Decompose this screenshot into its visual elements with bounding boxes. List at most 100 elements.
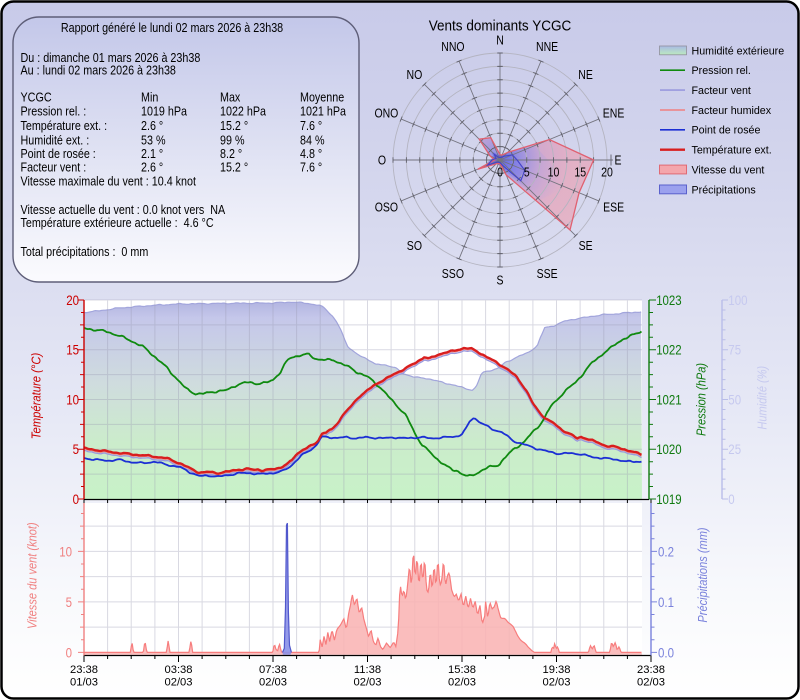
svg-text:Température (°C): Température (°C) [29,353,44,440]
svg-text:10: 10 [548,165,560,179]
svg-text:Moyenne: Moyenne [300,89,344,104]
svg-text:Au : lundi 02 mars 2026 à 23h3: Au : lundi 02 mars 2026 à 23h38 [21,63,176,78]
svg-text:84 %: 84 % [300,132,325,147]
svg-text:2.1 °: 2.1 ° [141,146,163,161]
svg-text:1022 hPa: 1022 hPa [220,104,267,119]
svg-text:E: E [615,154,622,168]
svg-text:Min: Min [141,89,158,104]
svg-text:Total précipitations : 0 mm: Total précipitations : 0 mm [21,244,149,259]
svg-text:NO: NO [407,68,423,82]
svg-text:ENE: ENE [603,107,625,121]
svg-text:5: 5 [66,595,72,610]
svg-text:Précipitations (mm): Précipitations (mm) [695,527,710,622]
svg-text:0: 0 [497,165,503,179]
svg-text:1022: 1022 [656,343,682,358]
svg-text:0: 0 [66,645,72,660]
svg-text:15.2 °: 15.2 ° [220,118,248,133]
svg-text:Pression rel. :: Pression rel. : [21,104,87,119]
svg-text:NE: NE [578,68,593,82]
svg-text:1019: 1019 [656,492,682,507]
svg-text:Pression rel.: Pression rel. [692,65,751,77]
svg-text:02/03: 02/03 [165,676,193,688]
svg-text:Facteur vent: Facteur vent [692,85,751,97]
svg-text:99 %: 99 % [220,132,245,147]
svg-text:75: 75 [728,343,741,358]
svg-text:SE: SE [579,239,593,253]
svg-text:100: 100 [728,293,747,308]
svg-text:01/03: 01/03 [70,676,98,688]
svg-text:Vitesse maximale du vent : 10.: Vitesse maximale du vent : 10.4 knot [21,174,197,189]
svg-text:Vitesse actuelle du vent : 0.0: Vitesse actuelle du vent : 0.0 knot vers… [21,202,226,217]
svg-text:53 %: 53 % [141,132,166,147]
svg-text:0: 0 [728,492,734,507]
svg-text:Humidité ext. :: Humidité ext. : [21,132,90,147]
svg-text:Rapport généré le lundi 02 mar: Rapport généré le lundi 02 mars 2026 à 2… [61,20,283,35]
svg-text:5: 5 [73,442,79,457]
svg-text:1020: 1020 [656,442,682,457]
svg-text:Humidité extérieure: Humidité extérieure [692,45,785,57]
svg-text:Vents dominants YCGC: Vents dominants YCGC [429,17,572,34]
svg-text:1019 hPa: 1019 hPa [141,104,188,119]
svg-text:5: 5 [524,165,530,179]
svg-text:Précipitations: Précipitations [692,184,756,196]
svg-text:ESE: ESE [603,201,624,215]
svg-text:23:38: 23:38 [637,664,665,676]
svg-text:S: S [497,274,504,288]
svg-text:23:38: 23:38 [70,664,98,676]
svg-text:NNO: NNO [441,40,465,54]
svg-text:Température ext. :: Température ext. : [21,118,108,133]
svg-text:0: 0 [73,492,79,507]
svg-text:1023: 1023 [656,293,682,308]
svg-text:03:38: 03:38 [165,664,193,676]
svg-text:SSO: SSO [442,267,464,281]
svg-text:O: O [378,154,386,168]
svg-text:0.0: 0.0 [658,645,674,660]
svg-text:20: 20 [66,293,79,308]
svg-text:20: 20 [601,165,613,179]
svg-text:ONO: ONO [374,107,398,121]
svg-text:0.1: 0.1 [658,595,674,610]
svg-text:NNE: NNE [536,40,558,54]
svg-text:Point de rosée :: Point de rosée : [21,146,96,161]
svg-text:10: 10 [59,544,72,559]
svg-text:10: 10 [66,392,79,407]
svg-text:Vitesse du vent: Vitesse du vent [692,164,765,176]
svg-text:02/03: 02/03 [637,676,665,688]
svg-text:02/03: 02/03 [354,676,382,688]
svg-text:15: 15 [574,165,586,179]
svg-text:7.6 °: 7.6 ° [300,160,322,175]
svg-text:OSO: OSO [375,201,399,215]
svg-text:0.2: 0.2 [658,544,674,559]
svg-text:Température ext.: Température ext. [692,145,772,157]
svg-text:07:38: 07:38 [259,664,287,676]
svg-text:2.6 °: 2.6 ° [141,118,163,133]
svg-text:Vitesse du vent (knot): Vitesse du vent (knot) [24,522,39,629]
svg-text:7.6 °: 7.6 ° [300,118,322,133]
svg-text:02/03: 02/03 [448,676,476,688]
svg-text:N: N [496,34,504,48]
svg-text:Facteur vent :: Facteur vent : [21,160,87,175]
svg-text:Humidité (%): Humidité (%) [754,366,769,430]
svg-text:SO: SO [407,239,422,253]
svg-text:4.8 °: 4.8 ° [300,146,322,161]
svg-text:15: 15 [66,343,79,358]
svg-text:Facteur humidex: Facteur humidex [692,105,772,117]
svg-text:19:38: 19:38 [543,664,571,676]
svg-text:25: 25 [728,442,741,457]
svg-text:1021: 1021 [656,392,682,407]
svg-text:2.6 °: 2.6 ° [141,160,163,175]
svg-text:1021 hPa: 1021 hPa [300,104,347,119]
svg-text:02/03: 02/03 [259,676,287,688]
svg-text:Max: Max [220,89,241,104]
svg-text:02/03: 02/03 [543,676,571,688]
svg-text:Point de rosée: Point de rosée [692,125,761,137]
svg-text:YCGC: YCGC [21,89,52,104]
svg-text:Du : dimanche 01 mars 2026 à 2: Du : dimanche 01 mars 2026 à 23h38 [21,50,201,65]
svg-text:SSE: SSE [537,267,558,281]
svg-text:50: 50 [728,392,741,407]
svg-text:15.2 °: 15.2 ° [220,160,248,175]
svg-text:Pression (hPa): Pression (hPa) [694,363,709,436]
svg-text:8.2 °: 8.2 ° [220,146,242,161]
svg-text:15:38: 15:38 [448,664,476,676]
svg-text:11:38: 11:38 [354,664,381,676]
